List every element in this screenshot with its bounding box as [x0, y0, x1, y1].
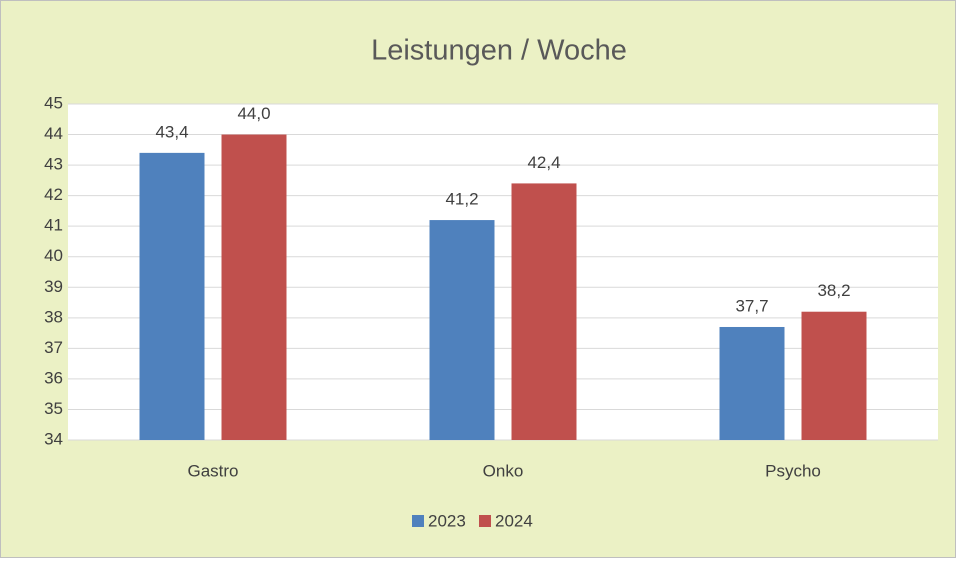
y-tick-label: 44: [44, 124, 63, 143]
y-tick-label: 45: [44, 93, 63, 112]
y-tick-label: 38: [44, 307, 63, 326]
x-tick-label: Onko: [483, 461, 524, 480]
legend-swatch: [479, 515, 491, 527]
y-tick-label: 34: [44, 429, 63, 448]
y-tick-label: 43: [44, 155, 63, 174]
y-tick-label: 40: [44, 246, 63, 265]
data-label: 44,0: [237, 104, 270, 123]
bar: [221, 134, 287, 440]
chart-title: Leistungen / Woche: [371, 35, 627, 67]
x-tick-label: Gastro: [187, 461, 238, 480]
data-label: 38,2: [817, 281, 850, 300]
data-label: 37,7: [735, 296, 768, 315]
bar: [511, 183, 577, 440]
data-label: 41,2: [445, 190, 478, 209]
legend-label: 2023: [428, 511, 466, 530]
y-tick-label: 36: [44, 368, 63, 387]
data-label: 43,4: [155, 122, 188, 141]
bar: [139, 152, 205, 440]
y-tick-label: 37: [44, 338, 63, 357]
x-tick-label: Psycho: [765, 461, 821, 480]
y-tick-label: 42: [44, 185, 63, 204]
data-label: 42,4: [527, 153, 560, 172]
bar: [719, 326, 785, 440]
y-tick-label: 39: [44, 277, 63, 296]
bar: [801, 311, 867, 440]
y-tick-label: 41: [44, 216, 63, 235]
legend-label: 2024: [495, 511, 533, 530]
y-tick-label: 35: [44, 399, 63, 418]
legend-swatch: [412, 515, 424, 527]
plot-area: [68, 104, 938, 440]
bar: [429, 220, 495, 440]
